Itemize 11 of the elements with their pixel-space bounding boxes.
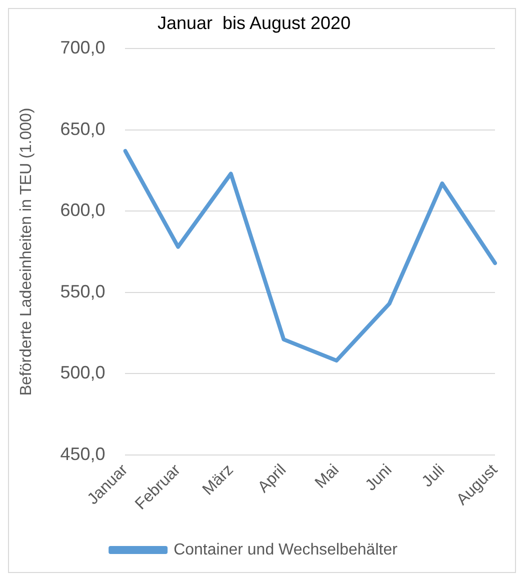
x-tick-label: Mai [312,462,342,492]
y-tick-label: 700,0 [60,38,106,58]
y-axis-title: Beförderte Ladeeinheiten in TEU (1.000) [18,108,36,396]
y-tick-label: 650,0 [60,118,106,139]
y-tick-label: 500,0 [60,362,106,383]
chart-title: Januar bis August 2020 [157,12,351,33]
y-tick-label: 550,0 [60,281,106,302]
y-tick-label: 450,0 [60,444,106,464]
legend-label: Container und Wechselbehälter [174,541,398,558]
y-tick-label: 600,0 [60,200,106,220]
x-tick-label: Juli [419,462,448,491]
